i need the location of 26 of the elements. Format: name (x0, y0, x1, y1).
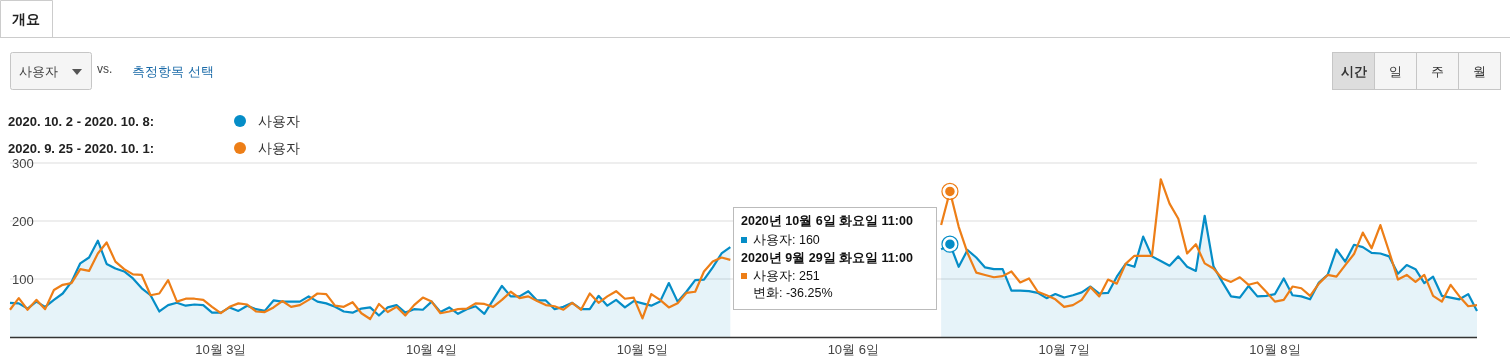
y-tick-label: 300 (12, 155, 34, 171)
text: 2020. 10. 2 - 2020. 10. 8: (8, 114, 154, 129)
y-tick-label: 200 (12, 213, 34, 229)
legend-label: 사용자 (258, 113, 300, 129)
annotation: 사용자: 160 (753, 233, 820, 247)
text: 2020. 9. 25 - 2020. 10. 1: (8, 141, 154, 156)
text: 측정항목 선택 (132, 64, 214, 79)
x-tick-label: 10월 8일 (1249, 342, 1301, 357)
text: 사용자 (19, 64, 58, 79)
annotation: 2020년 10월 6일 화요일 11:00 (741, 214, 913, 228)
annotation: 변화: -36.25% (753, 286, 833, 300)
text: 시간 (1340, 64, 1367, 79)
text: 일 (1389, 64, 1402, 79)
x-tick-label: 10월 3일 (195, 342, 247, 357)
x-tick-label: 10월 7일 (1038, 342, 1090, 357)
text: vs. (97, 62, 113, 76)
x-tick-label: 10월 6일 (827, 342, 879, 357)
legend-label: 사용자 (258, 140, 300, 156)
y-tick-label: 100 (12, 271, 34, 287)
text: 월 (1473, 64, 1486, 79)
annotation: 2020년 9월 29일 화요일 11:00 (741, 251, 913, 265)
text: 개요 (12, 11, 40, 27)
annotation: 사용자: 251 (753, 269, 820, 283)
x-tick-label: 10월 4일 (406, 342, 458, 357)
text: 주 (1431, 64, 1444, 79)
x-tick-label: 10월 5일 (616, 342, 669, 357)
